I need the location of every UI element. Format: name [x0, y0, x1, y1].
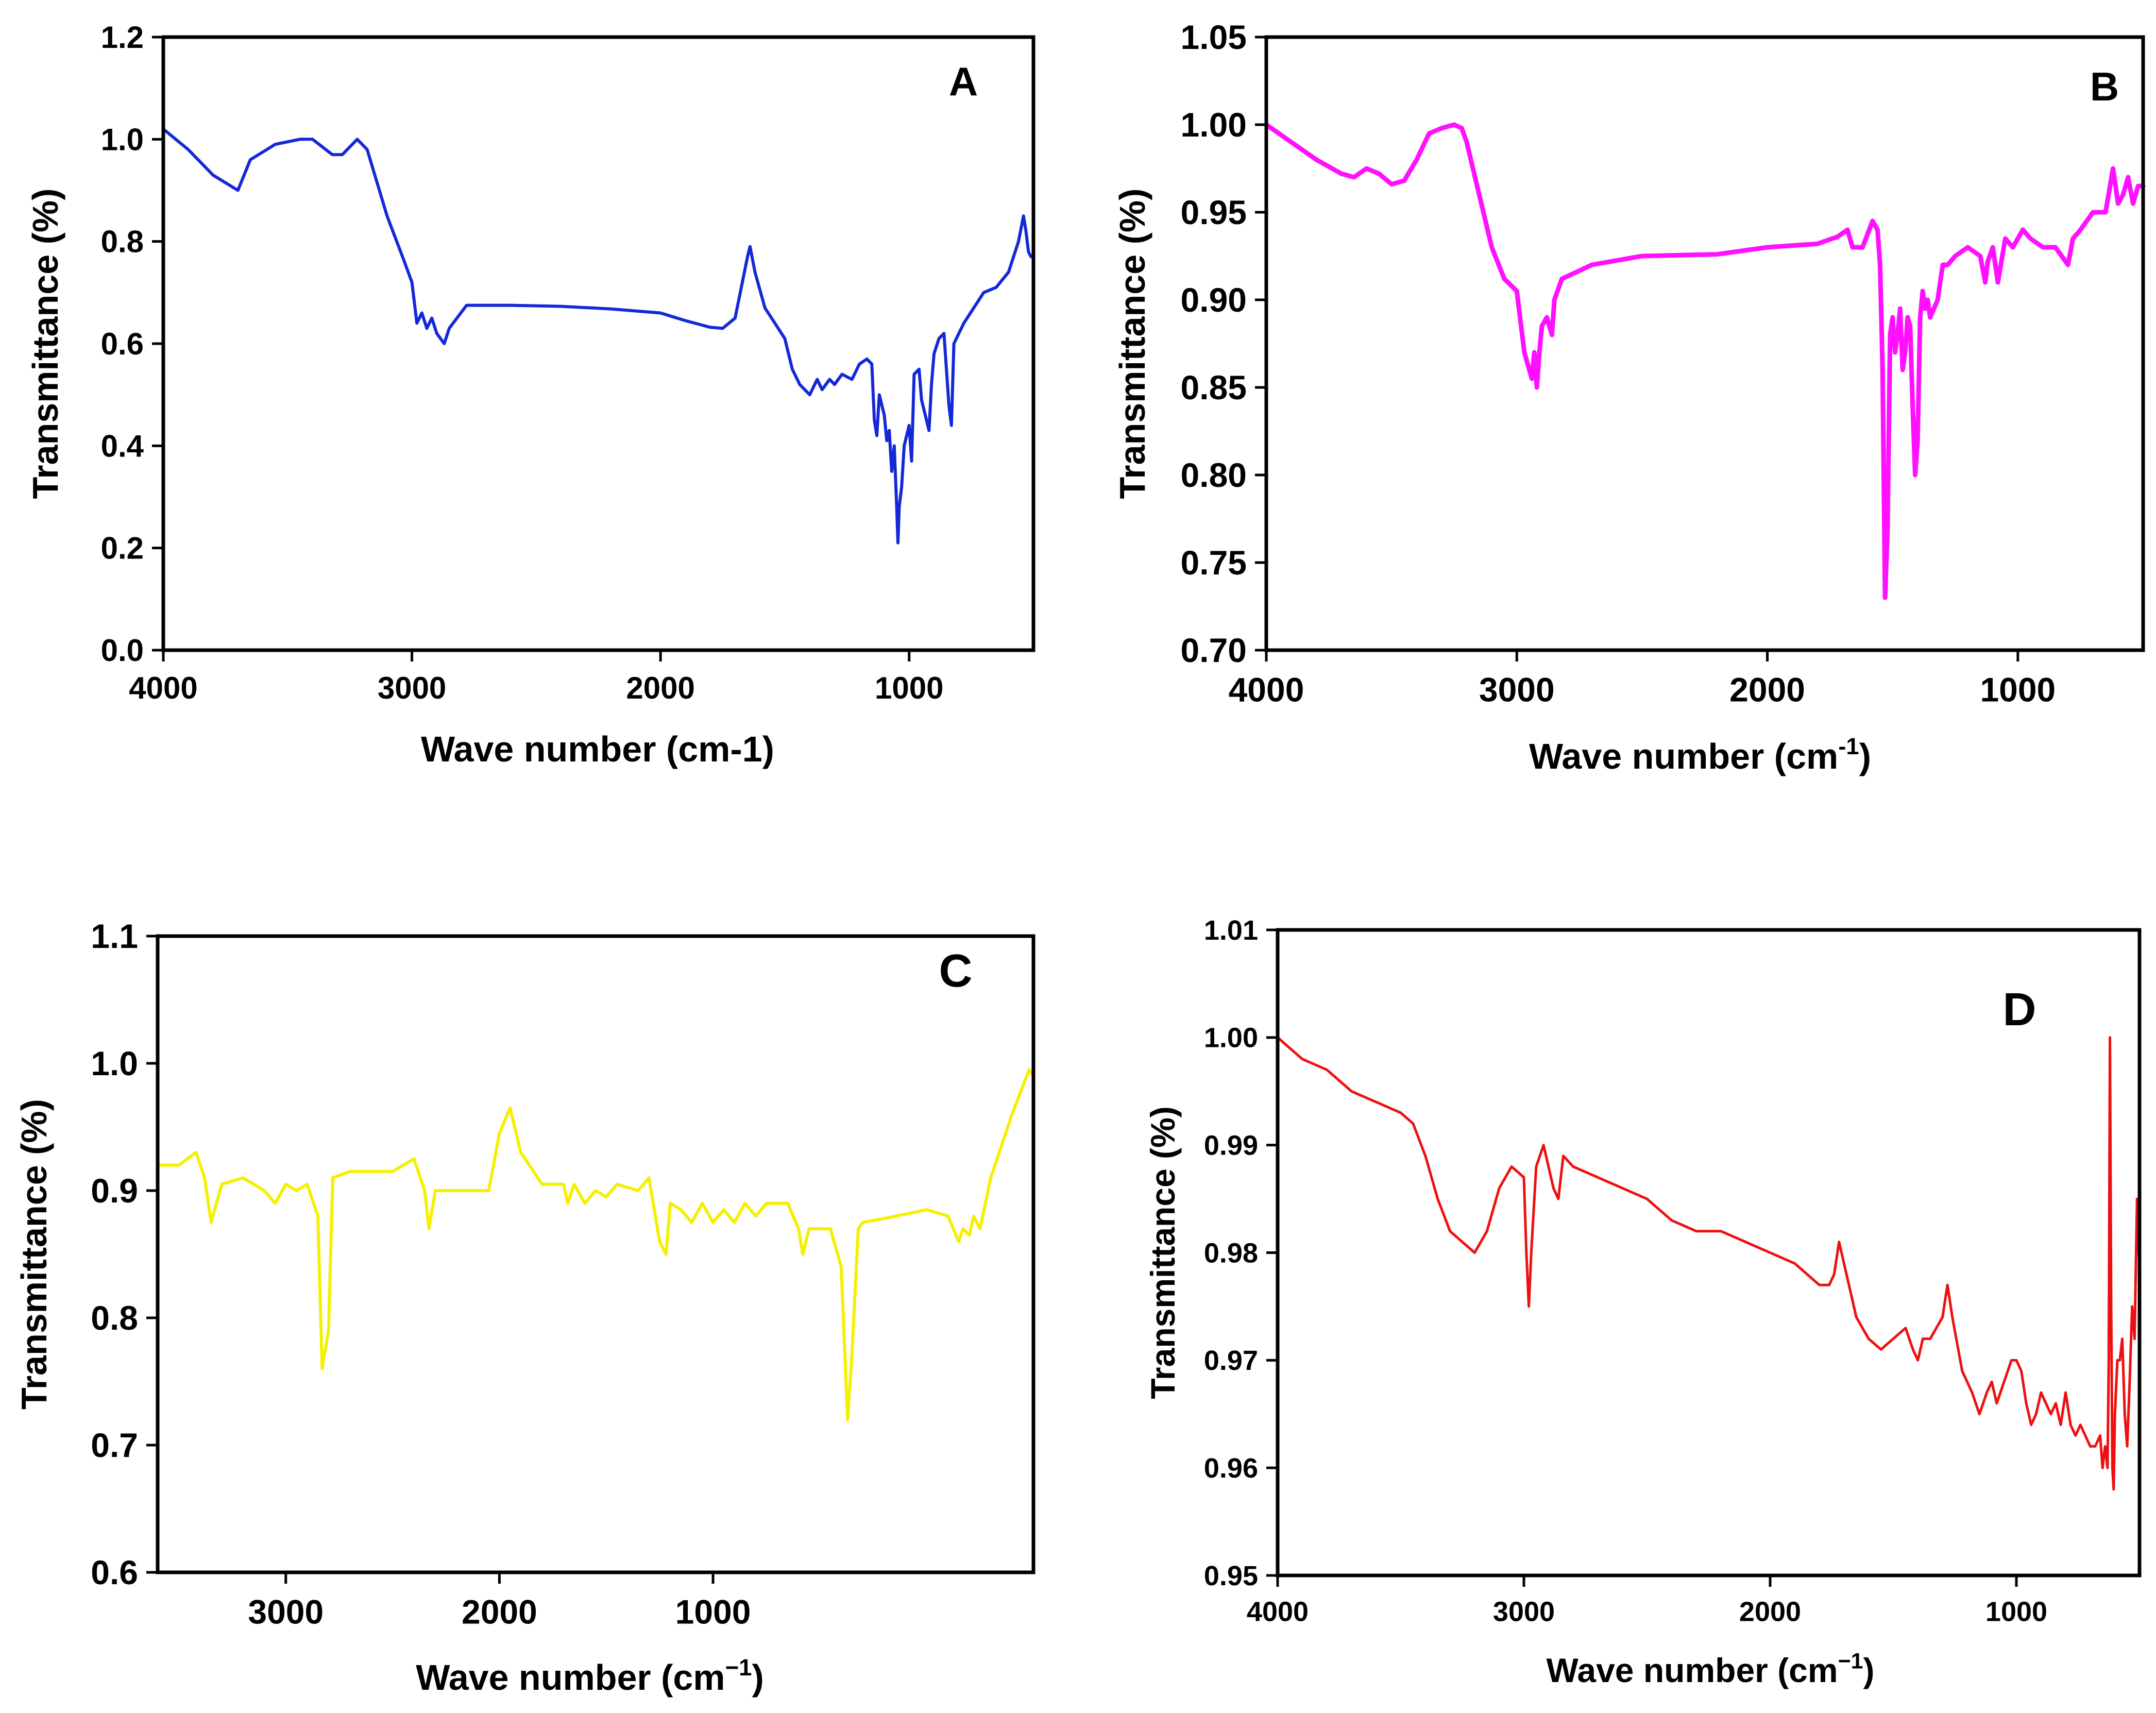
- y-tick-label: 0.85: [1181, 368, 1247, 406]
- y-tick-label: 0.90: [1181, 281, 1247, 319]
- chart-panel-b: 0.70 0.75 0.80 0.85 0.90 0.95 1.00 1.05 4000 3000…: [1112, 18, 2146, 776]
- x-tick-label: 4000: [1247, 1597, 1309, 1627]
- x-axis-title: Wave number (cm−1): [416, 1654, 764, 1698]
- y-tick-label: 0.4: [101, 429, 144, 463]
- y-tick-label: 0.96: [1204, 1453, 1258, 1484]
- panel-label: C: [939, 945, 973, 997]
- series-line-b: [1264, 122, 2146, 600]
- y-tick-label: 0.80: [1181, 456, 1247, 494]
- x-tick-label: 2000: [626, 671, 694, 705]
- y-axis-title: Transmittance (%): [1112, 189, 1152, 499]
- y-tick-label: 0.2: [101, 531, 144, 566]
- series-line-c: [156, 1068, 1035, 1421]
- y-tick-label: 1.1: [91, 917, 138, 955]
- panel-label: B: [2090, 64, 2119, 109]
- panel-label: D: [2003, 984, 2036, 1036]
- x-axis-title: Wave number (cm-1): [421, 729, 774, 769]
- y-tick-label: 0.99: [1204, 1130, 1258, 1161]
- x-tick-label: 1000: [675, 1592, 751, 1631]
- chart-panel-d: 0.95 0.96 0.97 0.98 0.99 1.00 1.01 4000 3000 2000…: [1144, 915, 2142, 1689]
- y-tick-label: 0.75: [1181, 544, 1247, 582]
- y-tick-label: 1.01: [1204, 915, 1258, 946]
- y-tick-label: 0.70: [1181, 631, 1247, 669]
- y-tick-label: 1.05: [1181, 18, 1247, 56]
- y-axis-title: Transmittance (%): [1144, 1106, 1182, 1399]
- y-tick-label: 0.7: [91, 1426, 138, 1464]
- series-line-a: [162, 127, 1033, 545]
- x-tick-label: 3000: [1493, 1597, 1555, 1627]
- x-tick-label: 3000: [1479, 670, 1555, 708]
- y-tick-label: 0.97: [1204, 1345, 1258, 1376]
- x-tick-label: 2000: [462, 1592, 537, 1631]
- y-axis-title: Transmittance (%): [14, 1099, 54, 1410]
- series-line-d: [1276, 1036, 2141, 1491]
- y-tick-label: 0.8: [91, 1299, 138, 1337]
- x-tick-label: 2000: [1739, 1597, 1801, 1627]
- y-axis-title: Transmittance (%): [25, 189, 65, 499]
- x-tick-label: 4000: [1229, 670, 1304, 708]
- y-tick-label: 0.6: [101, 327, 144, 361]
- y-tick-label: 0.8: [101, 225, 144, 259]
- x-tick-label: 3000: [248, 1592, 324, 1631]
- x-axis-title: Wave number (cm-1): [1529, 733, 1871, 776]
- y-tick-label: 1.2: [101, 20, 144, 55]
- y-tick-label: 1.0: [91, 1044, 138, 1082]
- y-tick-label: 0.98: [1204, 1237, 1258, 1268]
- x-axis-title: Wave number (cm−1): [1547, 1649, 1875, 1689]
- y-tick-label: 0.95: [1204, 1561, 1258, 1591]
- panel-label: A: [949, 59, 978, 104]
- plot-frame: [1264, 35, 2145, 652]
- chart-panel-c: 0.6 0.7 0.8 0.9 1.0 1.1 3000 2000 1000 Wave numbe…: [14, 917, 1035, 1698]
- x-tick-label: 2000: [1729, 670, 1805, 708]
- plot-frame: [156, 934, 1035, 1574]
- y-tick-label: 1.0: [101, 122, 144, 157]
- y-tick-label: 0.6: [91, 1553, 138, 1591]
- x-tick-label: 1000: [1980, 670, 2056, 708]
- y-tick-label: 0.9: [91, 1172, 138, 1210]
- y-tick-label: 0.95: [1181, 193, 1247, 231]
- y-tick-label: 1.00: [1204, 1023, 1258, 1054]
- x-tick-label: 1000: [875, 671, 943, 705]
- x-tick-label: 4000: [129, 671, 197, 705]
- x-tick-label: 1000: [1985, 1597, 2047, 1627]
- x-tick-label: 3000: [378, 671, 446, 705]
- y-tick-label: 1.00: [1181, 106, 1247, 144]
- y-tick-label: 0.0: [101, 633, 144, 668]
- chart-panel-a: 0.0 0.2 0.4 0.6 0.8 1.0 1.2 4000 3000 2000 1000 Wav…: [25, 20, 1035, 769]
